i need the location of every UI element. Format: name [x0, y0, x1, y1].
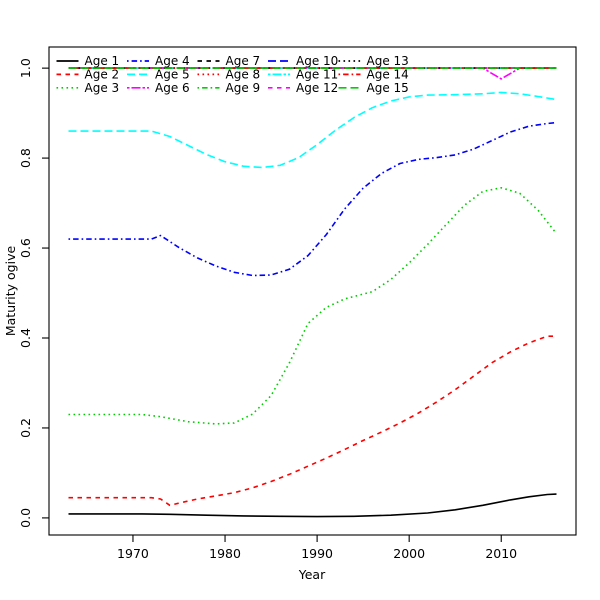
legend-label-age-11: Age 11 [296, 68, 338, 82]
x-tick-label-2000: 2000 [393, 546, 425, 561]
legend-label-age-14: Age 14 [367, 68, 409, 82]
legend-item-age-8: Age 8 [197, 68, 261, 82]
legend-label-age-12: Age 12 [296, 81, 338, 95]
y-tick-label-0.4: 0.4 [18, 328, 33, 348]
x-tick-label-1980: 1980 [209, 546, 241, 561]
y-tick-label-0.0: 0.0 [18, 508, 33, 528]
plot-border [48, 46, 577, 536]
legend-item-age-14: Age 14 [338, 68, 409, 82]
legend-label-age-4: Age 4 [155, 54, 190, 68]
legend-item-age-6: Age 6 [127, 81, 190, 95]
legend-label-age-15: Age 15 [367, 81, 409, 95]
y-tick-label-0.6: 0.6 [18, 238, 33, 258]
legend-label-age-2: Age 2 [85, 68, 120, 82]
legend-item-age-9: Age 9 [197, 81, 261, 95]
legend-item-age-7: Age 7 [197, 54, 261, 68]
series-line-age-1 [68, 493, 557, 518]
y-tick-label-0.8: 0.8 [18, 148, 33, 168]
legend-label-age-6: Age 6 [155, 81, 190, 95]
series-line-age-4 [68, 121, 557, 277]
legend-label-age-8: Age 8 [226, 68, 261, 82]
y-tick-label-0.2: 0.2 [18, 418, 33, 438]
legend-item-age-5: Age 5 [127, 68, 190, 82]
legend-label-age-5: Age 5 [155, 68, 190, 82]
x-axis-title: Year [298, 567, 326, 582]
legend-item-age-1: Age 1 [56, 54, 120, 68]
x-tick-label-1990: 1990 [301, 546, 333, 561]
legend-item-age-2: Age 2 [56, 68, 120, 82]
legend-item-age-4: Age 4 [127, 54, 190, 68]
x-tick-label-1970: 1970 [117, 546, 149, 561]
legend-label-age-9: Age 9 [226, 81, 261, 95]
series-line-age-2 [68, 335, 557, 507]
legend-label-age-1: Age 1 [85, 54, 120, 68]
legend-item-age-3: Age 3 [56, 81, 120, 95]
legend-label-age-7: Age 7 [226, 54, 261, 68]
x-tick-label-2010: 2010 [485, 546, 517, 561]
y-tick-label-1.0: 1.0 [18, 58, 33, 78]
y-axis-title: Maturity ogive [3, 246, 18, 337]
legend-label-age-10: Age 10 [296, 54, 338, 68]
series-line-age-5 [68, 91, 557, 169]
legend-item-age-15: Age 15 [338, 81, 409, 95]
legend-item-age-13: Age 13 [338, 54, 409, 68]
series-line-age-3 [68, 187, 558, 425]
legend-item-age-11: Age 11 [268, 68, 338, 82]
legend-label-age-3: Age 3 [85, 81, 120, 95]
legend-item-age-12: Age 12 [268, 81, 338, 95]
legend-label-age-13: Age 13 [367, 54, 409, 68]
legend-item-age-10: Age 10 [268, 54, 338, 68]
